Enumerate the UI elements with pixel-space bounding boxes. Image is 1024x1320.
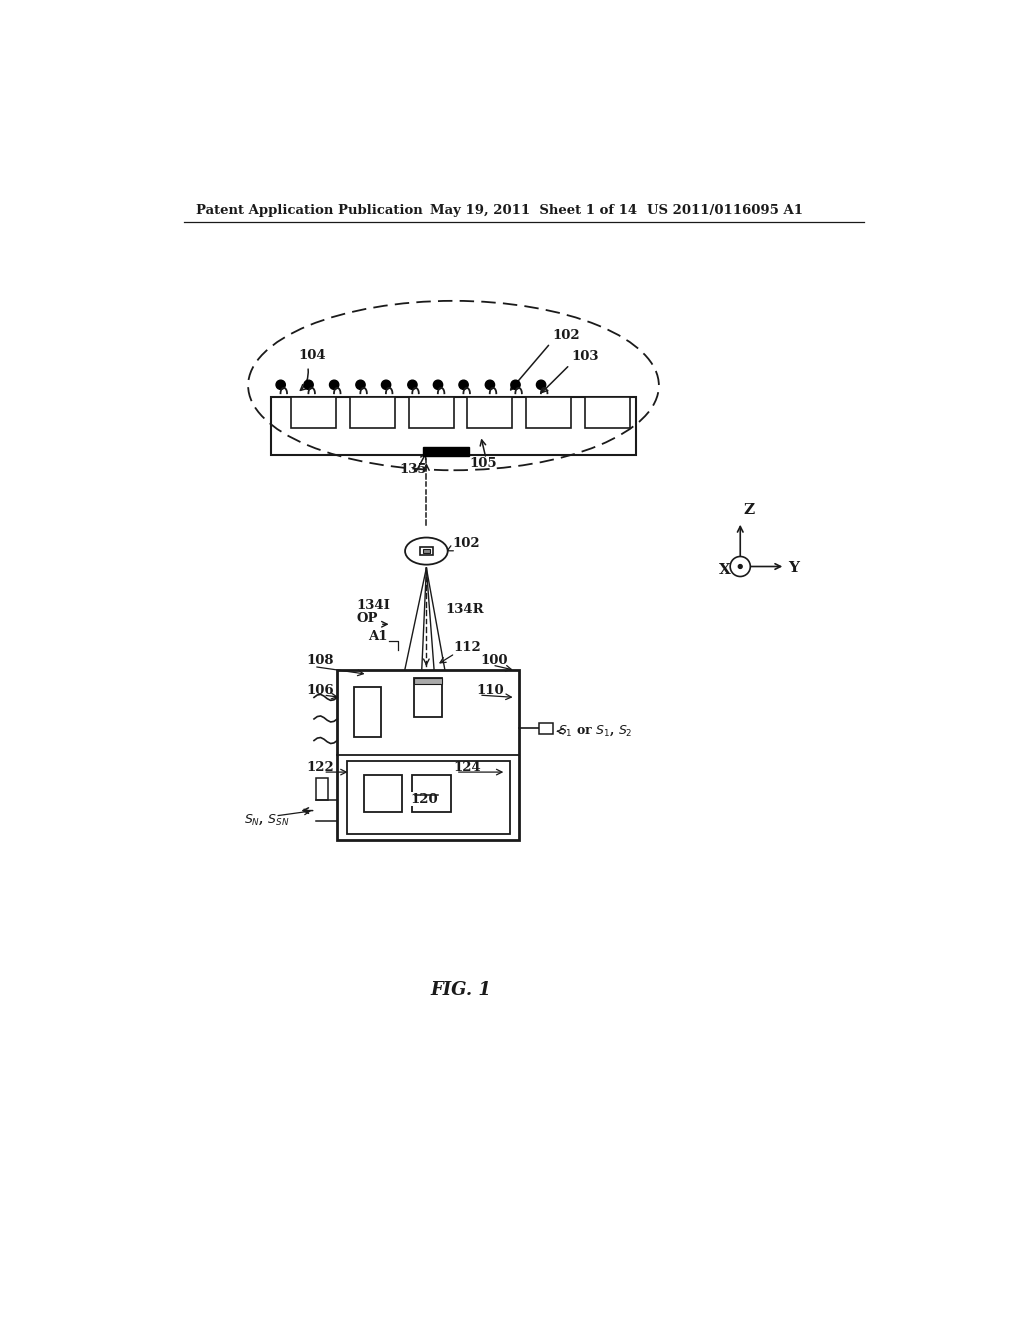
Circle shape (276, 380, 286, 389)
Text: 124: 124 (454, 760, 481, 774)
Circle shape (433, 380, 442, 389)
Circle shape (330, 380, 339, 389)
Text: US 2011/0116095 A1: US 2011/0116095 A1 (647, 205, 803, 218)
Bar (526, 397, 571, 428)
Text: 106: 106 (306, 684, 334, 697)
Bar (423, 447, 469, 457)
Text: 134I: 134I (356, 599, 390, 612)
Circle shape (537, 380, 546, 389)
Bar (346, 762, 510, 834)
Bar (413, 775, 452, 812)
Bar (337, 671, 519, 840)
Text: 102: 102 (553, 329, 581, 342)
Bar (271, 397, 636, 455)
Ellipse shape (406, 537, 447, 565)
Text: Patent Application Publication: Patent Application Publication (197, 205, 423, 218)
Circle shape (381, 380, 391, 389)
Bar (409, 397, 454, 428)
Text: OP: OP (356, 612, 378, 624)
Text: $S_N$, $S_{SN}$: $S_N$, $S_{SN}$ (245, 813, 290, 828)
Circle shape (356, 380, 366, 389)
Text: 110: 110 (477, 684, 505, 697)
Text: 100: 100 (480, 653, 508, 667)
Text: 105: 105 (469, 457, 497, 470)
Bar (539, 723, 553, 734)
Text: 102: 102 (453, 537, 480, 550)
Text: Y: Y (788, 561, 800, 576)
Text: 103: 103 (571, 350, 599, 363)
Bar (423, 549, 430, 553)
Bar (586, 397, 630, 428)
Text: 112: 112 (454, 642, 481, 655)
Bar (420, 548, 432, 554)
Text: Z: Z (743, 503, 755, 517)
Text: May 19, 2011  Sheet 1 of 14: May 19, 2011 Sheet 1 of 14 (430, 205, 637, 218)
Circle shape (459, 380, 468, 389)
Circle shape (408, 380, 417, 389)
Text: 108: 108 (306, 655, 334, 668)
Bar (414, 678, 442, 717)
Text: 122: 122 (306, 760, 334, 774)
Bar (467, 397, 512, 428)
Text: 134R: 134R (445, 603, 484, 615)
Circle shape (485, 380, 495, 389)
Text: X: X (719, 564, 730, 577)
Text: FIG. 1: FIG. 1 (431, 981, 492, 999)
Bar (364, 775, 402, 812)
Circle shape (304, 380, 313, 389)
Bar (315, 779, 328, 800)
Circle shape (511, 380, 520, 389)
Circle shape (738, 565, 742, 569)
Text: 135: 135 (399, 462, 427, 475)
Text: 120: 120 (411, 792, 438, 805)
Bar (291, 397, 336, 428)
Bar (354, 688, 381, 738)
Text: 104: 104 (299, 348, 326, 362)
Circle shape (730, 557, 751, 577)
Text: A1: A1 (369, 630, 388, 643)
Text: $S_1$ or $S_1$, $S_2$: $S_1$ or $S_1$, $S_2$ (558, 723, 633, 738)
Bar (414, 678, 442, 684)
Bar (349, 397, 394, 428)
